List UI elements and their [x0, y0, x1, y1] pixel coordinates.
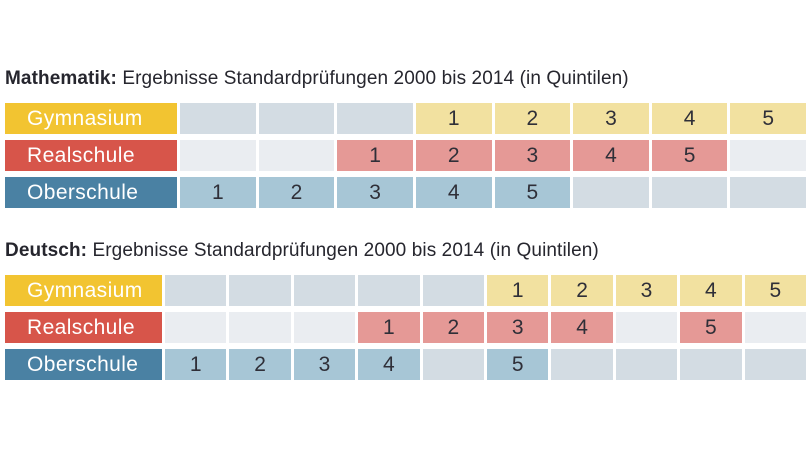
- chart-title-rest: Ergebnisse Standardprüfungen 2000 bis 20…: [87, 240, 599, 261]
- empty-cell: [293, 275, 356, 306]
- quintile-cell: 5: [680, 312, 742, 343]
- quintile-cell: 1: [337, 140, 413, 171]
- chart-title-subject: Deutsch:: [5, 240, 88, 261]
- row-label-gymnasium: Gymnasium: [5, 275, 162, 306]
- mathematik-chart-title: Mathematik: Ergebnisse Standardprüfungen…: [5, 68, 806, 90]
- empty-cell: [744, 312, 806, 343]
- empty-cell: [258, 140, 335, 171]
- empty-cell: [180, 140, 256, 171]
- quintile-cell: 2: [229, 349, 291, 380]
- quintile-cell: 5: [494, 177, 571, 208]
- quintile-cell: 5: [744, 275, 806, 306]
- chart-title-rest: Ergebnisse Standardprüfungen 2000 bis 20…: [116, 68, 629, 89]
- quintile-cell: 2: [551, 275, 613, 306]
- quintile-cell: 3: [487, 312, 549, 343]
- row-label-realschule: Realschule: [5, 312, 162, 343]
- quintile-cell: 5: [487, 349, 549, 380]
- quintile-cell: 4: [358, 349, 420, 380]
- row-label-realschule: Realschule: [5, 140, 177, 171]
- quintile-cell: 4: [573, 140, 649, 171]
- quintile-cell: 2: [258, 177, 335, 208]
- quintile-cell: 3: [293, 349, 356, 380]
- empty-cell: [422, 349, 484, 380]
- empty-cell: [180, 103, 256, 134]
- quintile-cell: 4: [415, 177, 492, 208]
- empty-cell: [551, 349, 613, 380]
- row-label-oberschule: Oberschule: [5, 177, 177, 208]
- quintile-cell: 5: [651, 140, 728, 171]
- quintile-cell: 1: [165, 349, 227, 380]
- deutsch-quintile-grid: Gymnasium 1 2 3 4 5 Realschule 1 2 3 4 5 Oberschule 1…: [5, 275, 806, 380]
- empty-cell: [730, 140, 806, 171]
- empty-cell: [293, 312, 356, 343]
- empty-cell: [337, 103, 413, 134]
- empty-cell: [744, 349, 806, 380]
- quintile-cell: 2: [494, 103, 571, 134]
- empty-cell: [165, 312, 227, 343]
- quintile-cell: 1: [358, 312, 420, 343]
- deutsch-chart-title: Deutsch: Ergebnisse Standardprüfungen 20…: [5, 240, 806, 262]
- mathematik-quintile-grid: Gymnasium 1 2 3 4 5 Realschule 1 2 3 4 5 Oberschule 1…: [5, 103, 806, 208]
- row-label-oberschule: Oberschule: [5, 349, 162, 380]
- quintile-cell: 5: [730, 103, 806, 134]
- empty-cell: [258, 103, 335, 134]
- empty-cell: [573, 177, 649, 208]
- empty-cell: [651, 177, 728, 208]
- empty-cell: [615, 349, 678, 380]
- empty-cell: [229, 275, 291, 306]
- empty-cell: [730, 177, 806, 208]
- empty-cell: [615, 312, 678, 343]
- quintile-cell: 3: [337, 177, 413, 208]
- chart-title-subject: Mathematik:: [5, 68, 117, 89]
- quintile-cell: 2: [422, 312, 484, 343]
- empty-cell: [680, 349, 742, 380]
- quintile-cell: 1: [180, 177, 256, 208]
- deutsch-chart: Deutsch: Ergebnisse Standardprüfungen 20…: [5, 240, 806, 380]
- mathematik-chart: Mathematik: Ergebnisse Standardprüfungen…: [5, 68, 806, 208]
- quintile-cell: 1: [487, 275, 549, 306]
- quintile-cell: 4: [551, 312, 613, 343]
- quintile-cell: 4: [651, 103, 728, 134]
- quintile-cell: 1: [415, 103, 492, 134]
- empty-cell: [229, 312, 291, 343]
- quintile-cell: 3: [573, 103, 649, 134]
- empty-cell: [358, 275, 420, 306]
- quintile-cell: 2: [415, 140, 492, 171]
- empty-cell: [422, 275, 484, 306]
- quintile-cell: 3: [615, 275, 678, 306]
- empty-cell: [165, 275, 227, 306]
- row-label-gymnasium: Gymnasium: [5, 103, 177, 134]
- quintile-cell: 4: [680, 275, 742, 306]
- quintile-cell: 3: [494, 140, 571, 171]
